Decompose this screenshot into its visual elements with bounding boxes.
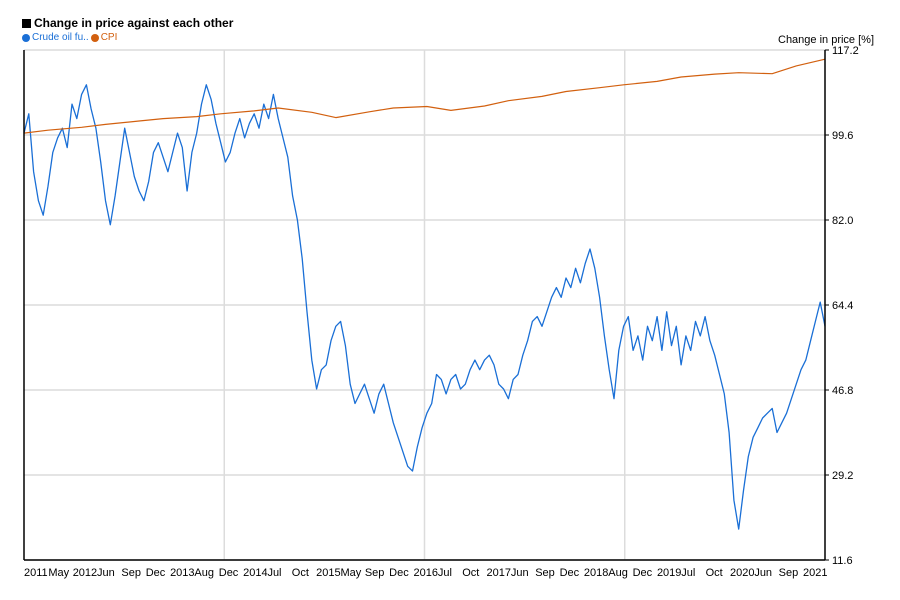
x-tick-label: 2017: [487, 567, 511, 579]
y-ticks: 117.2 99.6 82.0 64.4 46.8 29.2 11.6: [825, 45, 859, 567]
x-tick-label: Dec: [633, 567, 653, 579]
x-tick-label: 2018: [584, 567, 608, 579]
y-tick-label: 46.8: [832, 385, 853, 397]
legend-item-crude-oil[interactable]: Crude oil fu..: [22, 32, 89, 43]
x-tick-label: Sep: [779, 567, 799, 579]
x-tick-label: 2011: [24, 567, 48, 579]
x-tick-label: Aug: [608, 567, 628, 579]
y-tick-label: 82.0: [832, 215, 853, 227]
y-tick-label: 11.6: [832, 555, 853, 567]
y-tick-label: 117.2: [832, 45, 859, 57]
x-tick-label: Jun: [97, 567, 115, 579]
x-tick-label: Oct: [706, 567, 723, 579]
legend-dot-icon: [22, 33, 30, 42]
x-tick-label: Jul: [681, 567, 695, 579]
chart-legend: Crude oil fu.. CPI: [22, 32, 119, 43]
x-tick-label: 2015: [316, 567, 340, 579]
x-tick-label: Dec: [389, 567, 409, 579]
x-tick-label: Sep: [535, 567, 555, 579]
y-tick-label: 99.6: [832, 130, 853, 142]
y-tick-label: 64.4: [832, 300, 853, 312]
x-tick-label: Jun: [754, 567, 772, 579]
title-square-icon: [22, 18, 31, 28]
x-tick-label: Jun: [511, 567, 529, 579]
x-tick-label: May: [340, 567, 361, 579]
x-tick-label: Jul: [267, 567, 281, 579]
x-tick-label: Dec: [219, 567, 239, 579]
x-tick-label: Sep: [121, 567, 141, 579]
x-tick-label: Oct: [292, 567, 309, 579]
x-tick-label: 2020: [730, 567, 754, 579]
x-tick-label: Aug: [194, 567, 214, 579]
legend-item-cpi[interactable]: CPI: [90, 32, 118, 43]
chart-title-text: Change in price against each other: [34, 16, 234, 30]
x-tick-label: Dec: [560, 567, 580, 579]
x-tick-label: Oct: [462, 567, 479, 579]
x-tick-label: Dec: [146, 567, 166, 579]
chart-title: Change in price against each other: [22, 16, 233, 30]
series-line-crude-oil[interactable]: [23, 84, 826, 530]
x-tick-label: Jul: [438, 567, 452, 579]
y-tick-label: 29.2: [832, 470, 853, 482]
x-tick-label: 2021: [803, 567, 827, 579]
grid: [24, 49, 825, 561]
x-tick-label: 2019: [657, 567, 681, 579]
y-axis-label: Change in price [%]: [778, 34, 874, 46]
x-tick-label: 2012: [73, 567, 97, 579]
series-line-cpi[interactable]: [23, 58, 826, 134]
x-tick-label: May: [48, 567, 69, 579]
x-ticks: 2011 May 2012 Jun Sep Dec 2013 Aug Dec 2014 Jul Oct…: [24, 567, 827, 579]
x-tick-label: Sep: [365, 567, 385, 579]
series-layer: [23, 58, 826, 530]
legend-label-crude-oil: Crude oil fu..: [32, 32, 89, 43]
x-tick-label: 2016: [414, 567, 438, 579]
legend-dot-icon: [90, 33, 99, 42]
x-tick-label: 2013: [170, 567, 194, 579]
legend-label-cpi: CPI: [100, 32, 118, 43]
x-tick-label: 2014: [243, 567, 267, 579]
